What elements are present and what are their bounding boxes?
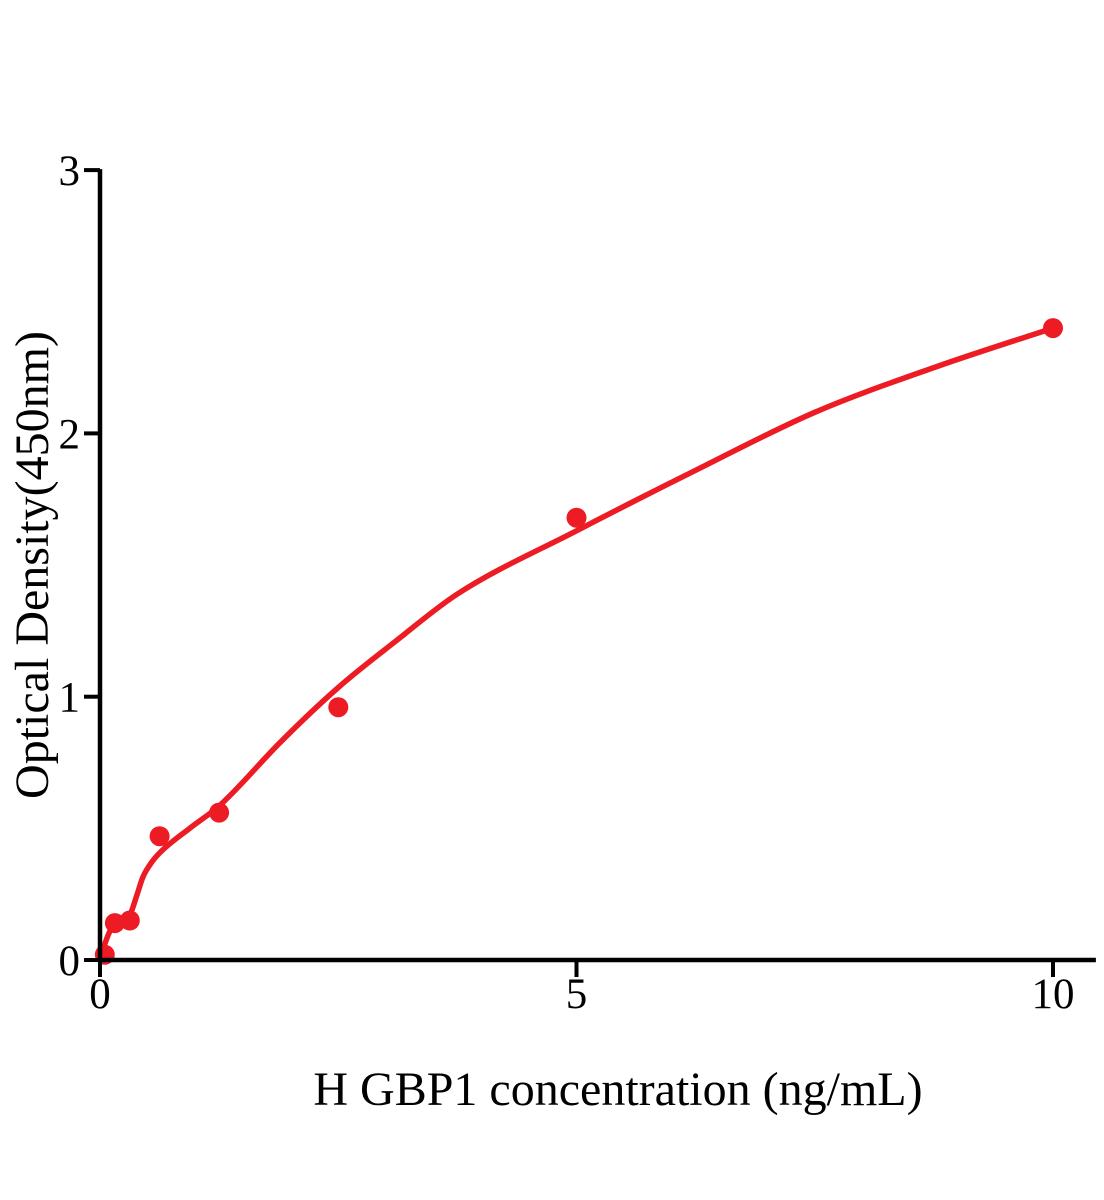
data-point <box>119 910 140 931</box>
y-tick-label: 1 <box>59 675 81 722</box>
x-tick-label: 5 <box>566 971 588 1018</box>
data-point <box>149 826 170 847</box>
x-tick-label: 10 <box>1032 971 1075 1018</box>
data-point <box>104 913 125 934</box>
data-point <box>1043 318 1063 339</box>
data-point <box>566 507 587 528</box>
plot-area: 0 1 2 3 0 5 10 <box>59 148 1096 1018</box>
y-tick-label: 0 <box>59 938 81 985</box>
x-axis-title: H GBP1 concentration (ng/mL) <box>313 1063 922 1116</box>
y-tick-label: 2 <box>59 411 81 458</box>
x-tick-label: 0 <box>89 971 111 1018</box>
y-axis-title: Optical Density(450nm) <box>6 331 59 799</box>
data-point <box>328 697 349 718</box>
y-tick-label: 3 <box>59 148 81 195</box>
data-point <box>209 802 230 823</box>
fit-curve-line <box>97 325 1056 963</box>
